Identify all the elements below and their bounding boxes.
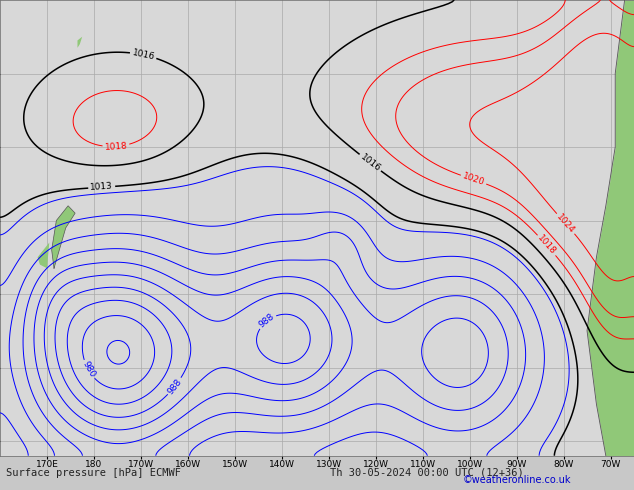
- Text: 1013: 1013: [90, 182, 113, 193]
- Text: 980: 980: [80, 360, 96, 379]
- Text: 1024: 1024: [555, 212, 576, 235]
- Polygon shape: [37, 243, 49, 269]
- Text: ©weatheronline.co.uk: ©weatheronline.co.uk: [463, 475, 571, 485]
- Text: 1020: 1020: [461, 172, 486, 188]
- Text: Th 30-05-2024 00:00 UTC (12+36): Th 30-05-2024 00:00 UTC (12+36): [330, 468, 524, 478]
- Text: Surface pressure [hPa] ECMWF: Surface pressure [hPa] ECMWF: [6, 468, 181, 478]
- Polygon shape: [77, 37, 82, 48]
- Text: 988: 988: [257, 312, 276, 330]
- Text: 1018: 1018: [104, 141, 128, 152]
- Polygon shape: [51, 206, 75, 269]
- Text: 988: 988: [166, 377, 184, 396]
- Text: 1016: 1016: [131, 48, 155, 62]
- Text: 1018: 1018: [536, 234, 558, 257]
- Text: 1016: 1016: [358, 152, 382, 173]
